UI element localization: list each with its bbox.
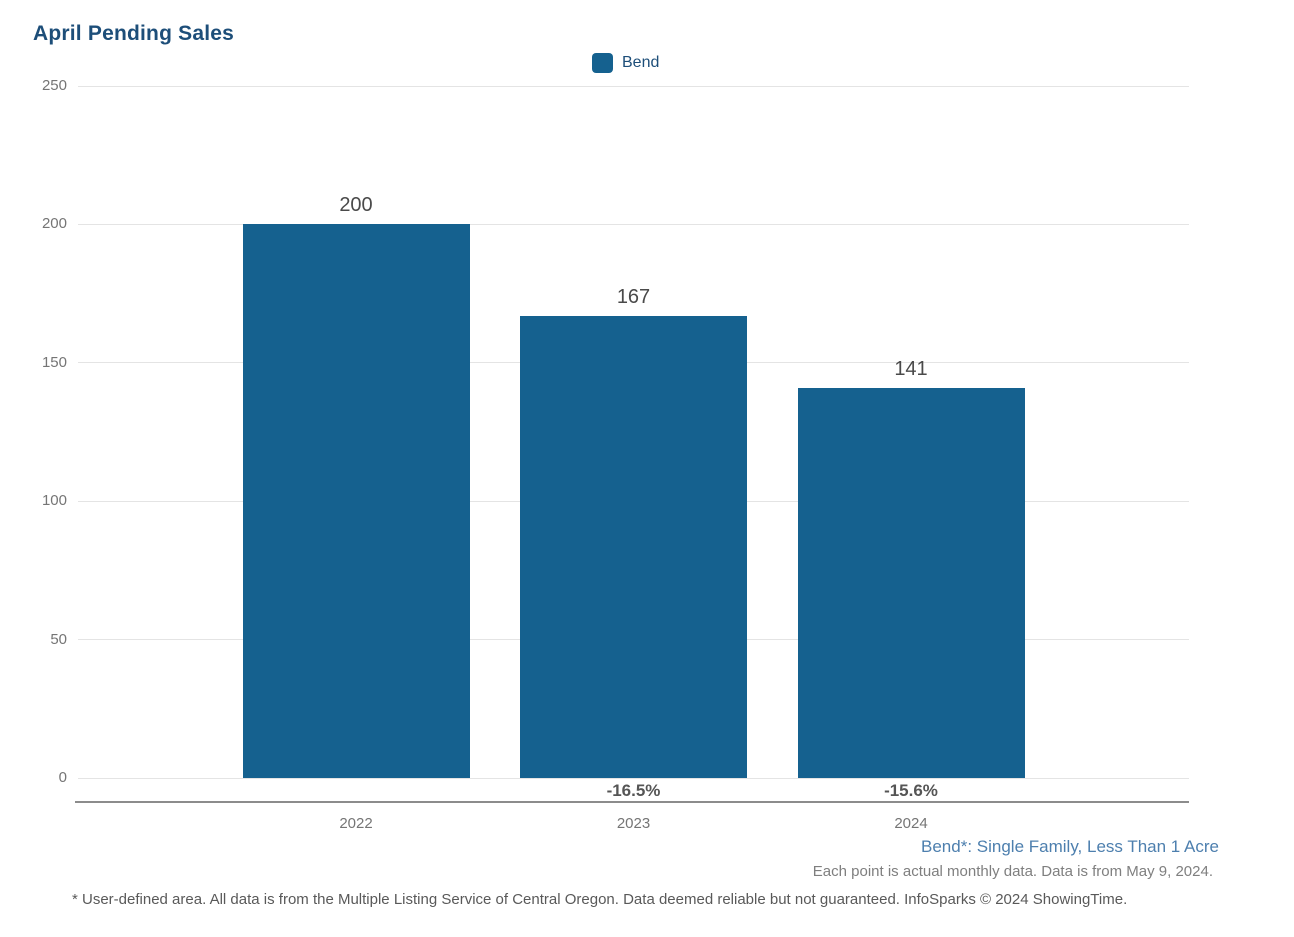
bar-2024[interactable] — [797, 387, 1025, 778]
legend-swatch-icon — [592, 53, 613, 73]
footnote-series-definition: Bend*: Single Family, Less Than 1 Acre — [921, 837, 1219, 856]
bar-value-label-2022: 200 — [339, 194, 373, 217]
bar-2022[interactable] — [242, 224, 470, 778]
footnote-data-note: Each point is actual monthly data. Data … — [812, 863, 1213, 880]
chart-title: April Pending Sales — [33, 22, 235, 45]
y-axis-label-150: 150 — [41, 353, 67, 371]
gridline-250 — [78, 85, 1189, 87]
bar-value-label-2024: 141 — [894, 357, 928, 380]
y-axis-label-50: 50 — [50, 630, 67, 648]
y-axis-label-100: 100 — [41, 492, 67, 510]
gridline-0 — [78, 777, 1189, 779]
pct-change-label-2024: -15.6% — [884, 781, 938, 800]
gridline-200 — [78, 223, 1189, 225]
x-axis-label-2024: 2024 — [894, 815, 928, 832]
x-axis-line — [75, 801, 1189, 803]
pct-change-label-2023: -16.5% — [606, 781, 661, 800]
y-axis-label-0: 0 — [58, 769, 67, 786]
legend-label: Bend — [622, 54, 660, 71]
footnote-disclaimer: * User-defined area. All data is from th… — [72, 891, 1128, 908]
y-axis-label-200: 200 — [41, 215, 67, 233]
x-axis-label-2023: 2023 — [616, 815, 651, 832]
y-axis-label-250: 250 — [41, 77, 67, 94]
legend-item-bend[interactable]: Bend — [592, 53, 659, 73]
bar-value-label-2023: 167 — [616, 285, 651, 308]
x-axis-label-2022: 2022 — [339, 815, 373, 832]
bar-2023[interactable] — [520, 315, 747, 778]
